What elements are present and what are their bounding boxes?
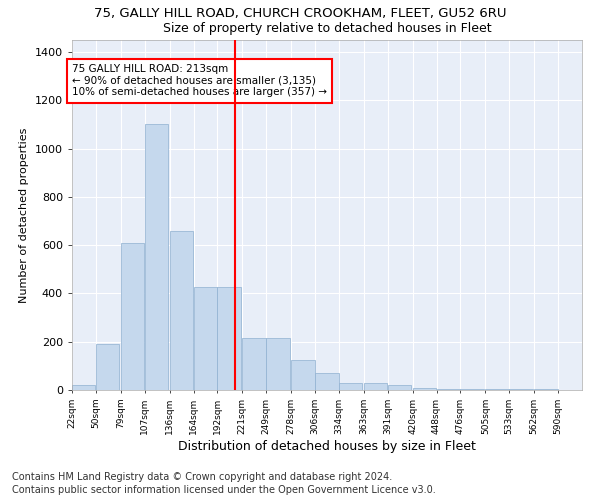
Bar [96,344,119,390]
Bar [388,385,411,390]
Bar [72,385,95,390]
Bar [242,338,266,390]
Bar [194,288,217,390]
Bar [437,389,460,390]
Bar [364,383,387,390]
Bar [315,373,338,390]
Bar [339,383,362,390]
Bar [266,338,290,390]
Bar [485,389,509,390]
Bar [121,243,144,390]
Bar [217,288,241,390]
Bar [413,388,436,390]
Bar [170,230,193,390]
Text: Contains HM Land Registry data © Crown copyright and database right 2024.: Contains HM Land Registry data © Crown c… [12,472,392,482]
Bar [460,389,484,390]
X-axis label: Distribution of detached houses by size in Fleet: Distribution of detached houses by size … [178,440,476,452]
Text: 75, GALLY HILL ROAD, CHURCH CROOKHAM, FLEET, GU52 6RU: 75, GALLY HILL ROAD, CHURCH CROOKHAM, FL… [94,8,506,20]
Text: 75 GALLY HILL ROAD: 213sqm
← 90% of detached houses are smaller (3,135)
10% of s: 75 GALLY HILL ROAD: 213sqm ← 90% of deta… [72,64,327,98]
Text: Contains public sector information licensed under the Open Government Licence v3: Contains public sector information licen… [12,485,436,495]
Bar [291,360,314,390]
Bar [509,389,533,390]
Y-axis label: Number of detached properties: Number of detached properties [19,128,29,302]
Bar [534,389,557,390]
Title: Size of property relative to detached houses in Fleet: Size of property relative to detached ho… [163,22,491,35]
Bar [145,124,168,390]
